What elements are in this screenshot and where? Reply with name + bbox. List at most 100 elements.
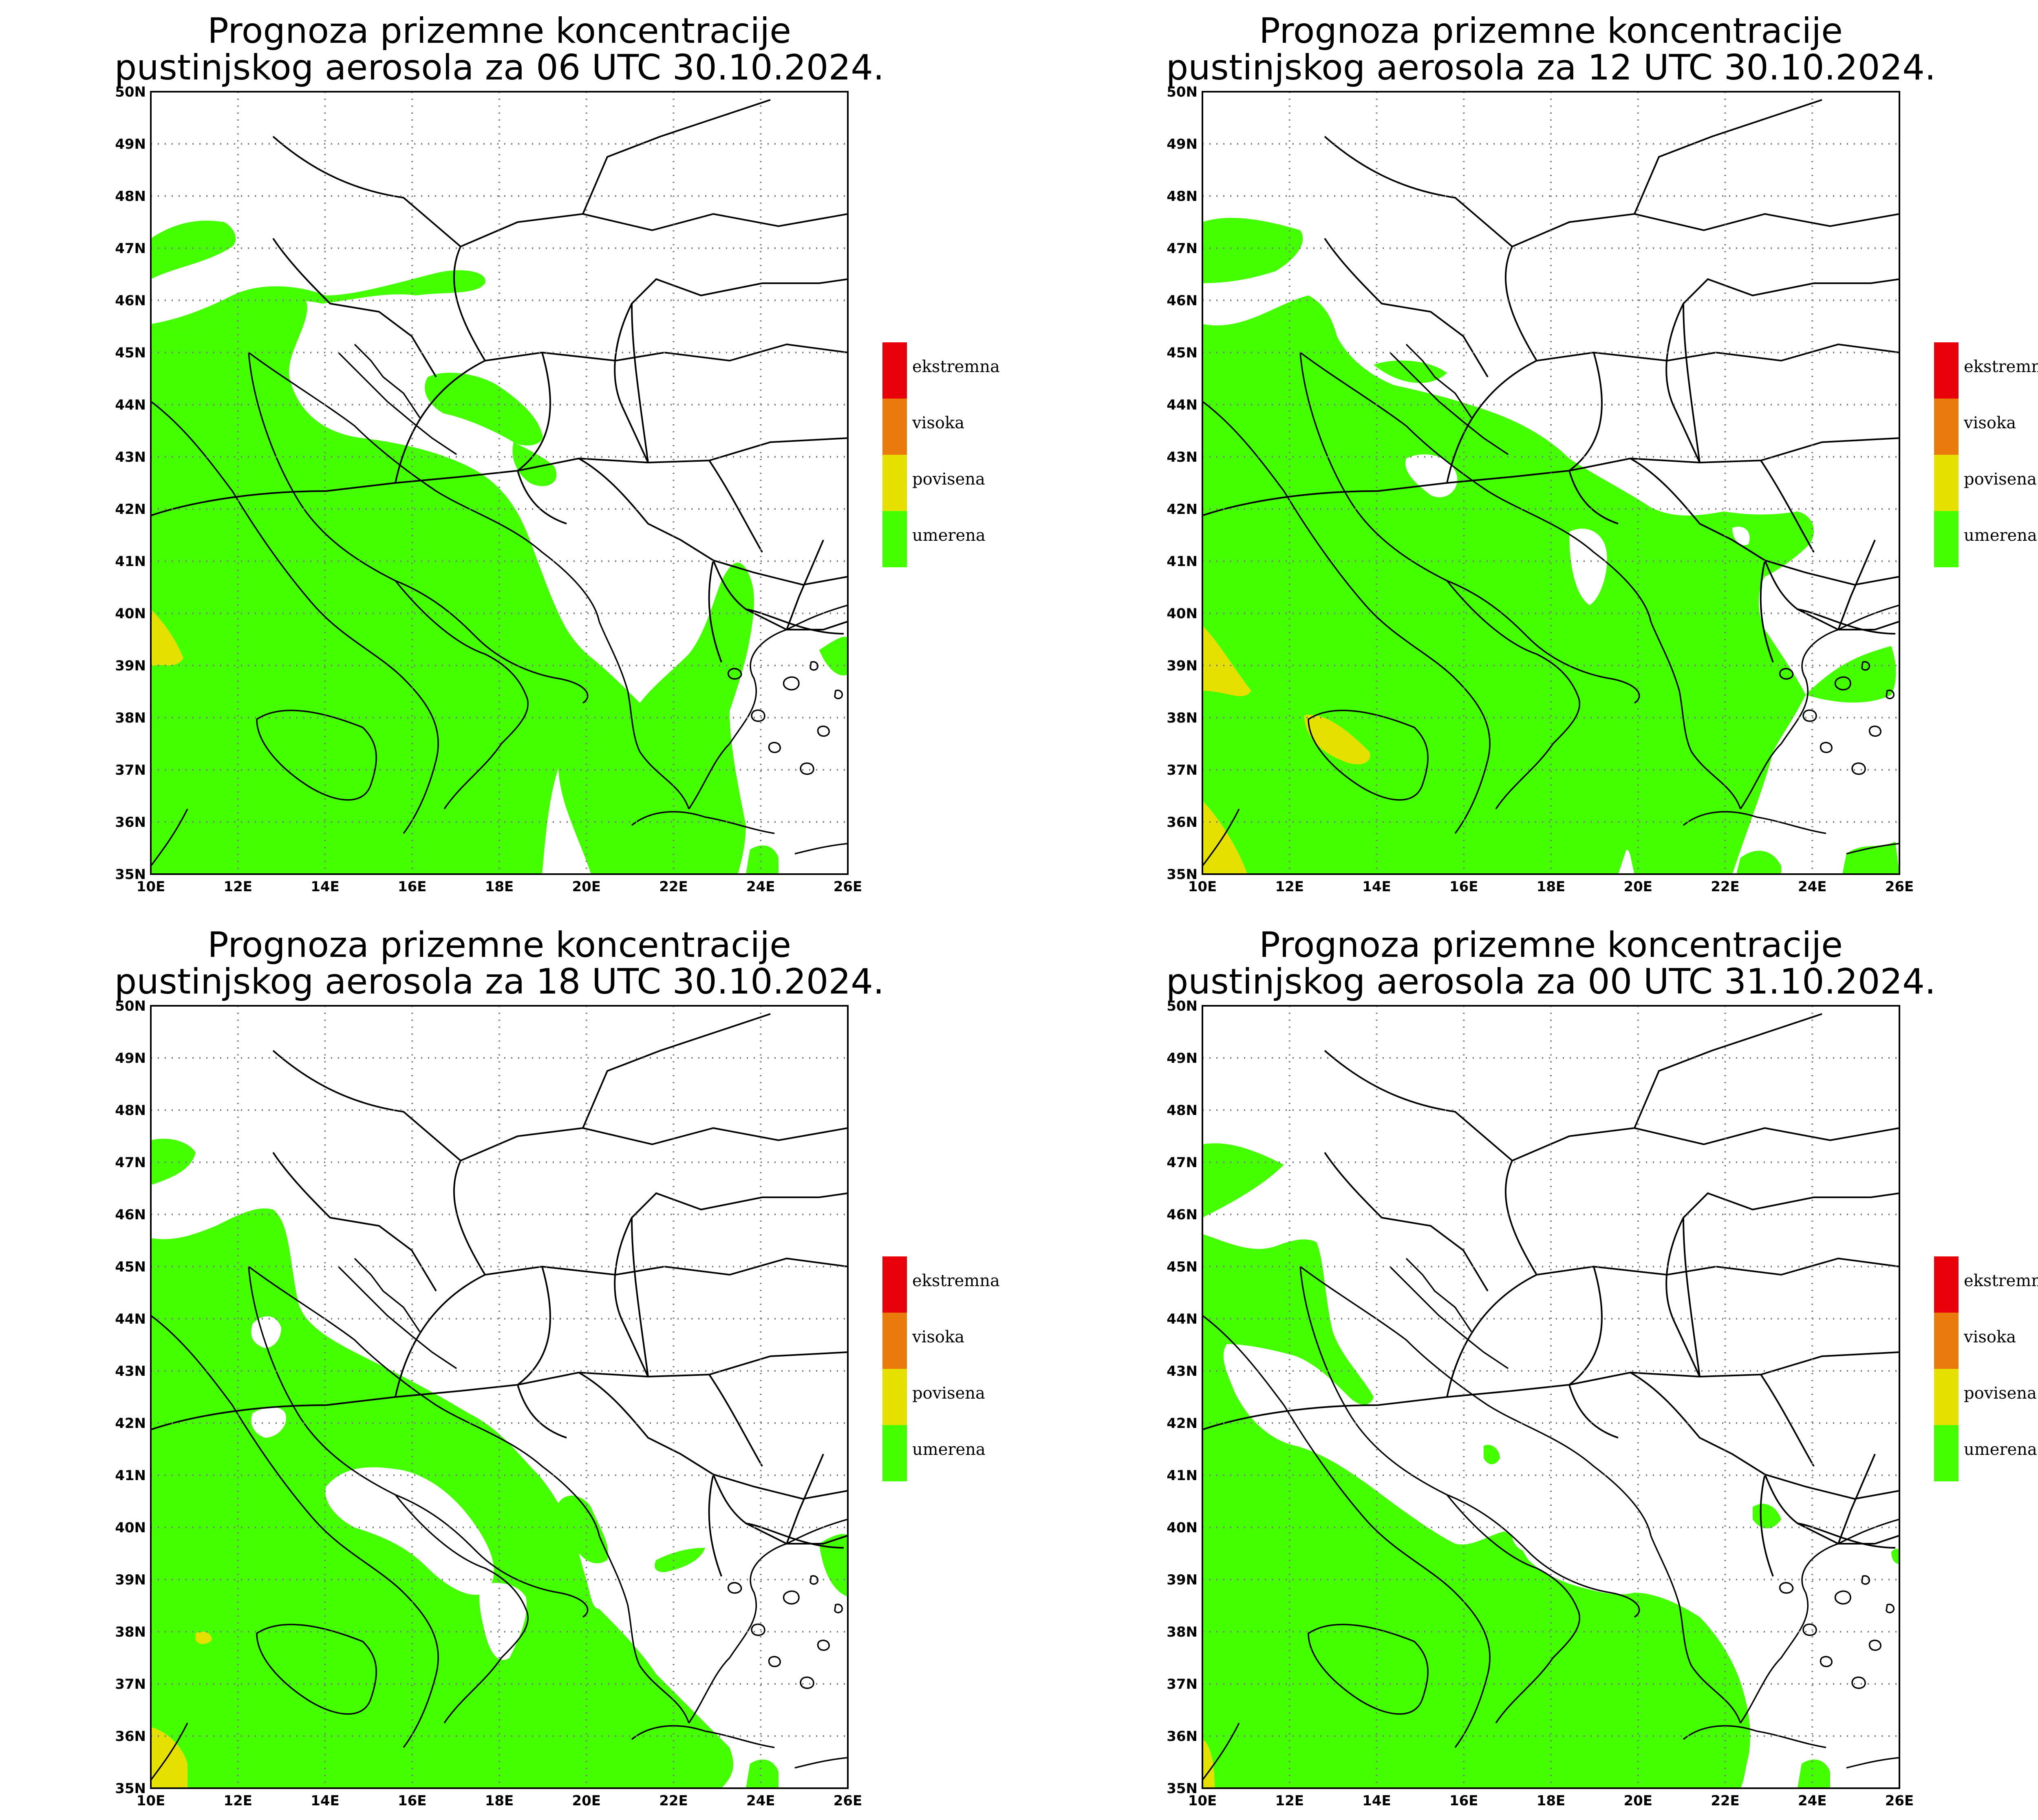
lat-label: 40N (1167, 1520, 1198, 1536)
lat-label: 45N (1167, 1259, 1198, 1275)
legend-swatch-povisena (1934, 455, 1959, 511)
lon-label: 20E (1623, 879, 1652, 895)
lon-label: 16E (398, 1793, 427, 1809)
lon-label: 24E (1798, 879, 1827, 895)
legend-swatch-ekstremna (1934, 342, 1959, 399)
lat-label: 38N (115, 710, 146, 726)
legend-swatch-ekstremna (882, 1256, 907, 1313)
lat-label: 45N (115, 1259, 146, 1275)
lat-label: 48N (115, 188, 146, 205)
lat-label: 43N (1167, 1363, 1198, 1379)
latitude-axis: 50N 49N 48N 47N 46N 45N 44N 43N 42N 41N … (115, 84, 146, 883)
lat-label: 42N (115, 501, 146, 518)
legend-swatch-ekstremna (882, 342, 907, 399)
lon-label: 20E (572, 1793, 601, 1809)
lon-label: 18E (1537, 1793, 1566, 1809)
legend-label: umerena (1964, 526, 2037, 545)
legend-label: umerena (1964, 1440, 2037, 1459)
legend: ekstremna visoka povisena umerena (1934, 342, 2038, 567)
legend: ekstremna visoka povisena umerena (1934, 1256, 2038, 1481)
lat-label: 46N (115, 1207, 146, 1223)
lon-label: 14E (1362, 879, 1391, 895)
legend-label: povisena (1964, 1384, 2037, 1403)
lat-label: 48N (115, 1102, 146, 1119)
legend-label: ekstremna (912, 357, 1000, 376)
latitude-axis: 50N 49N 48N 47N 46N 45N 44N 43N 42N 41N … (115, 998, 146, 1797)
lon-label: 12E (1275, 1793, 1304, 1809)
lat-label: 37N (1167, 1676, 1198, 1692)
legend: ekstremna visoka povisena umerena (882, 342, 1000, 567)
panel-12utc: Prognoza prizemne koncentracije pustinjs… (1166, 11, 2038, 895)
latitude-axis: 50N 49N 48N 47N 46N 45N 44N 43N 42N 41N … (1167, 84, 1198, 883)
lat-label: 37N (115, 762, 146, 778)
lon-label: 18E (485, 879, 514, 895)
lat-label: 47N (1167, 1155, 1198, 1171)
lat-label: 40N (1167, 606, 1198, 622)
elevated-concentration-area (1304, 714, 1370, 765)
lat-label: 47N (115, 1155, 146, 1171)
lon-label: 10E (1188, 879, 1217, 895)
lat-label: 42N (115, 1415, 146, 1432)
lon-label: 12E (1275, 879, 1304, 895)
lat-label: 37N (115, 1676, 146, 1692)
lat-label: 44N (1167, 1311, 1198, 1327)
legend-label: ekstremna (1964, 357, 2038, 376)
legend-swatch-povisena (882, 1369, 907, 1425)
lat-label: 47N (115, 240, 146, 257)
graticule (1202, 92, 1899, 874)
lat-label: 39N (115, 658, 146, 674)
lat-label: 40N (115, 606, 146, 622)
lat-label: 45N (115, 345, 146, 361)
legend-swatch-umerena (882, 1425, 907, 1481)
legend-label: ekstremna (912, 1271, 1000, 1290)
lat-label: 38N (1167, 1624, 1198, 1640)
lat-label: 36N (1167, 1728, 1198, 1745)
lat-label: 39N (1167, 658, 1198, 674)
lat-label: 49N (1167, 136, 1198, 152)
lon-label: 26E (1885, 879, 1914, 895)
longitude-axis: 10E 12E 14E 16E 18E 20E 22E 24E 26E (137, 879, 862, 895)
legend-label: umerena (912, 526, 986, 545)
longitude-axis: 10E 12E 14E 16E 18E 20E 22E 24E 26E (137, 1793, 862, 1809)
clear-air-patches (1512, 1522, 1537, 1552)
map-area (1202, 92, 1899, 874)
elevated-concentration-area (151, 609, 183, 666)
longitude-axis: 10E 12E 14E 16E 18E 20E 22E 24E 26E (1188, 879, 1914, 895)
map-area (151, 1006, 848, 1788)
legend-swatch-umerena (1934, 511, 1959, 567)
lon-label: 16E (1449, 1793, 1478, 1809)
legend-label: visoka (912, 414, 964, 432)
lon-label: 10E (137, 1793, 165, 1809)
legend: ekstremna visoka povisena umerena (882, 1256, 1000, 1481)
lon-label: 26E (1885, 1793, 1914, 1809)
lat-label: 36N (115, 814, 146, 831)
lat-label: 49N (115, 1050, 146, 1066)
lon-label: 14E (311, 879, 340, 895)
panel-title-line1: Prognoza prizemne koncentracije (207, 925, 791, 965)
lon-label: 24E (746, 1793, 775, 1809)
legend-label: povisena (912, 470, 985, 489)
lat-label: 39N (115, 1572, 146, 1588)
lat-label: 37N (1167, 762, 1198, 778)
dust-concentration-field (1202, 218, 1899, 874)
lat-label: 49N (1167, 1050, 1198, 1066)
clear-air-patches (1405, 454, 1750, 605)
lon-label: 24E (1798, 1793, 1827, 1809)
lon-label: 26E (834, 1793, 862, 1809)
panel-title-line1: Prognoza prizemne koncentracije (1259, 11, 1843, 51)
lat-label: 44N (115, 397, 146, 413)
panel-00utc: Prognoza prizemne koncentracije pustinjs… (1166, 925, 2038, 1809)
map-area (151, 92, 848, 874)
panel-title-line2: pustinjskog aerosola za 12 UTC 30.10.202… (1166, 47, 1936, 88)
lat-label: 48N (1167, 188, 1198, 205)
lat-label: 40N (115, 1520, 146, 1536)
lat-label: 47N (1167, 240, 1198, 257)
lat-label: 36N (1167, 814, 1198, 831)
legend-swatch-visoka (1934, 399, 1959, 455)
lat-label: 50N (1167, 84, 1198, 100)
map-frame (150, 91, 849, 875)
map-frame (1202, 1005, 1900, 1789)
lat-label: 35N (115, 1780, 146, 1797)
lat-label: 38N (1167, 710, 1198, 726)
graticule (151, 1006, 848, 1788)
